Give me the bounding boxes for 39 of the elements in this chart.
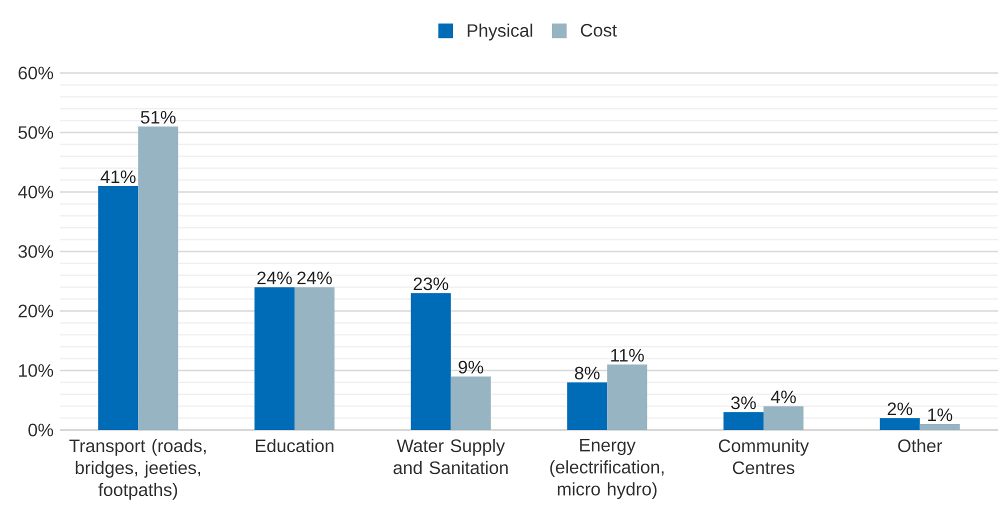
bar	[294, 287, 334, 430]
bar	[880, 418, 920, 430]
bar	[607, 364, 648, 430]
bar	[724, 412, 764, 430]
data-label: 9%	[458, 360, 484, 374]
legend-label: Cost	[580, 24, 617, 37]
y-tick-label: 40%	[18, 186, 54, 198]
x-tick-label: Other	[898, 438, 942, 452]
data-label: 11%	[611, 349, 644, 362]
data-label: 8%	[574, 366, 600, 380]
bar	[254, 287, 295, 430]
legend-label: Physical	[468, 24, 532, 40]
x-tick-label: Energy (electrification, micro hydro)	[550, 438, 664, 500]
x-tick-label: Water Supply and Sanitation	[394, 438, 508, 474]
y-tick-label: 10%	[19, 364, 54, 377]
y-tick-label: 60%	[18, 66, 54, 80]
bar	[763, 406, 804, 430]
x-tick-label: Transport (roads, bridges, jeeties, footpaths)	[69, 438, 206, 500]
data-label: 41%	[100, 170, 136, 184]
data-label: 51%	[140, 110, 176, 124]
data-label: 3%	[731, 396, 756, 410]
x-tick-label: Community Centres	[718, 438, 809, 474]
bar	[98, 186, 138, 430]
data-label: 24%	[297, 272, 332, 284]
data-label: 4%	[770, 390, 796, 404]
x-tick-label: Education	[256, 438, 334, 452]
y-tick-label: 0%	[28, 424, 54, 436]
y-tick-label: 30%	[18, 245, 54, 258]
data-label: 1%	[928, 408, 952, 422]
y-tick-label: 20%	[18, 304, 54, 318]
data-label: 23%	[414, 277, 448, 290]
bar	[920, 424, 960, 430]
bar	[410, 293, 451, 430]
bar	[450, 376, 491, 430]
bar	[567, 382, 608, 430]
data-label: 24%	[257, 272, 292, 284]
bar	[138, 126, 178, 430]
data-label: 2%	[888, 402, 912, 416]
y-tick-label: 50%	[18, 126, 54, 139]
